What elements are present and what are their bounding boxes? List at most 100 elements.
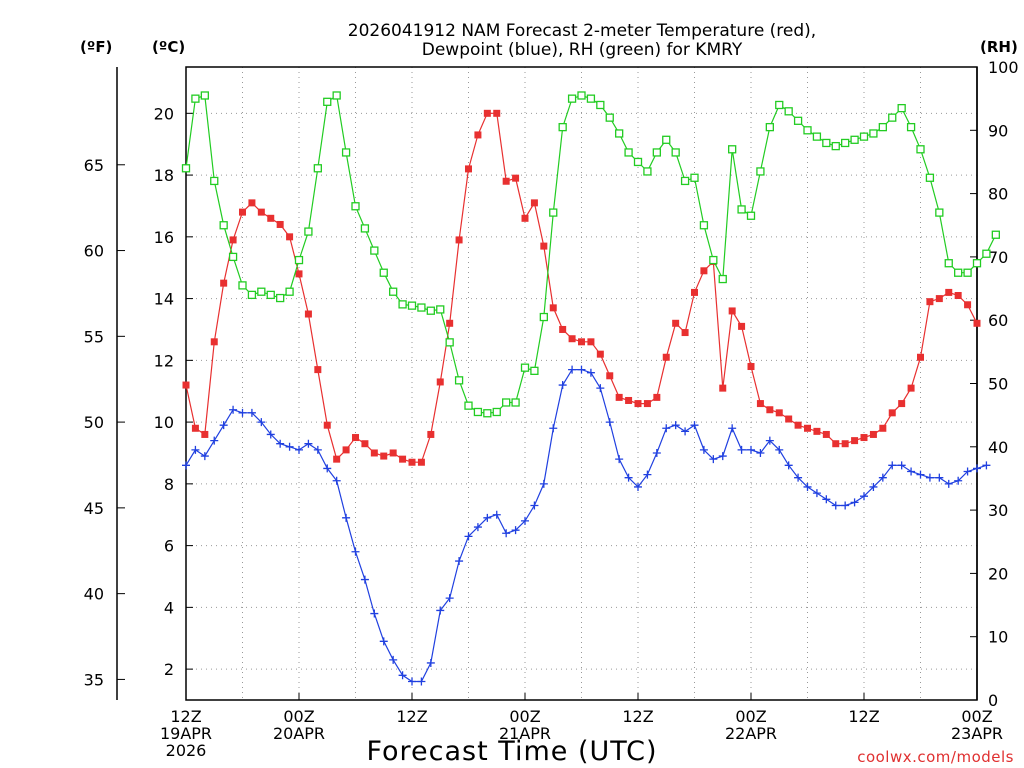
data-point bbox=[738, 322, 746, 330]
data-point bbox=[182, 461, 190, 470]
rh-axis-tick-label: 60 bbox=[988, 311, 1008, 330]
data-point bbox=[248, 199, 256, 207]
data-point bbox=[398, 671, 407, 680]
data-point bbox=[445, 338, 454, 347]
x-axis-tick-label: 2026 bbox=[166, 741, 207, 760]
data-point bbox=[652, 148, 661, 157]
data-point bbox=[691, 288, 698, 296]
data-point bbox=[935, 473, 944, 482]
data-point bbox=[916, 470, 925, 479]
data-point bbox=[793, 116, 803, 125]
data-point bbox=[313, 164, 322, 173]
data-point bbox=[596, 100, 605, 110]
data-point bbox=[247, 290, 257, 300]
data-point bbox=[464, 532, 473, 541]
data-point bbox=[917, 353, 924, 361]
data-point bbox=[408, 677, 416, 686]
data-point bbox=[360, 575, 369, 584]
x-axis-tick-label: 12Z bbox=[848, 707, 879, 726]
data-point bbox=[313, 445, 322, 454]
data-point bbox=[360, 224, 370, 233]
data-point bbox=[229, 405, 238, 414]
data-point bbox=[567, 94, 577, 103]
data-point bbox=[606, 372, 614, 380]
data-point bbox=[624, 473, 633, 482]
data-point bbox=[624, 148, 633, 157]
f-axis-tick-label: 65 bbox=[84, 156, 104, 175]
data-point bbox=[295, 445, 303, 454]
data-point bbox=[342, 446, 350, 454]
data-point bbox=[502, 177, 510, 185]
data-point bbox=[455, 557, 464, 566]
data-point bbox=[399, 455, 407, 463]
data-point bbox=[247, 408, 256, 417]
data-point bbox=[370, 609, 379, 618]
data-point bbox=[841, 138, 850, 148]
rh-axis-tick-label: 10 bbox=[988, 628, 1008, 647]
data-point bbox=[568, 365, 577, 374]
data-point bbox=[276, 293, 285, 303]
c-axis-tick-label: 6 bbox=[164, 537, 174, 556]
x-axis-tick-label: 22APR bbox=[725, 724, 777, 743]
data-point bbox=[888, 409, 896, 417]
data-point bbox=[266, 430, 275, 439]
data-point bbox=[803, 482, 812, 491]
rh-unit-label: (RH) bbox=[980, 38, 1018, 56]
data-point bbox=[925, 173, 935, 182]
data-point bbox=[267, 214, 275, 222]
x-axis-tick-label: 23APR bbox=[951, 724, 1003, 743]
data-point bbox=[907, 384, 915, 392]
data-point bbox=[323, 97, 332, 106]
data-point bbox=[709, 255, 718, 265]
data-point bbox=[728, 424, 737, 433]
data-point bbox=[878, 473, 887, 482]
data-point bbox=[577, 365, 586, 374]
data-point bbox=[888, 461, 897, 470]
data-point bbox=[511, 398, 520, 407]
data-point bbox=[869, 129, 878, 138]
data-point bbox=[775, 409, 783, 417]
data-point bbox=[370, 246, 379, 255]
data-point bbox=[963, 268, 972, 277]
data-point bbox=[954, 291, 962, 299]
data-point bbox=[257, 418, 266, 427]
rh-axis-tick-label: 50 bbox=[988, 375, 1008, 394]
data-point bbox=[511, 526, 520, 535]
data-point bbox=[266, 290, 275, 300]
data-point bbox=[831, 501, 840, 510]
data-point bbox=[662, 424, 671, 433]
data-point bbox=[426, 658, 435, 667]
x-axis-tick-label: 20APR bbox=[273, 724, 325, 743]
data-point bbox=[756, 448, 765, 457]
data-point bbox=[549, 304, 557, 312]
data-point bbox=[332, 91, 341, 100]
data-point bbox=[201, 430, 209, 438]
data-point bbox=[898, 400, 906, 408]
data-point bbox=[728, 145, 737, 154]
data-point bbox=[973, 319, 981, 327]
data-point bbox=[878, 122, 887, 132]
rh-axis-tick-label: 30 bbox=[988, 501, 1008, 520]
data-point bbox=[699, 445, 708, 454]
data-point bbox=[286, 233, 294, 241]
data-point bbox=[512, 174, 520, 182]
data-point bbox=[699, 221, 709, 230]
rh-axis-tick-label: 40 bbox=[988, 438, 1008, 457]
c-axis-tick-label: 20 bbox=[154, 104, 174, 123]
data-point bbox=[539, 312, 548, 322]
data-point bbox=[907, 467, 916, 476]
c-axis-tick-label: 14 bbox=[154, 290, 174, 309]
data-point bbox=[492, 510, 501, 519]
data-point bbox=[869, 430, 877, 438]
data-point bbox=[549, 208, 558, 217]
data-point bbox=[926, 298, 934, 306]
rh-axis-tick-label: 90 bbox=[988, 121, 1008, 140]
data-point bbox=[446, 319, 454, 327]
data-point bbox=[804, 424, 811, 432]
data-point bbox=[455, 236, 463, 244]
data-point bbox=[407, 301, 417, 310]
credit-text: coolwx.com/models bbox=[857, 748, 1014, 766]
data-point bbox=[831, 141, 840, 151]
data-point bbox=[558, 122, 567, 132]
data-point bbox=[323, 421, 331, 429]
